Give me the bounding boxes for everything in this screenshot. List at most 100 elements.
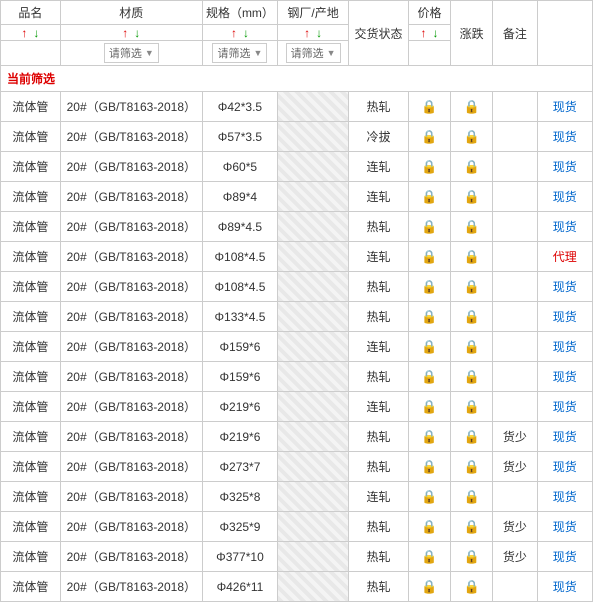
cell-change[interactable]: 🔒 bbox=[451, 212, 493, 242]
cell-status[interactable]: 现货 bbox=[537, 272, 592, 302]
cell-name: 流体管 bbox=[1, 512, 61, 542]
cell-price[interactable]: 🔒 bbox=[408, 512, 450, 542]
sort-down-icon[interactable]: ↓ bbox=[243, 26, 249, 40]
cell-change[interactable]: 🔒 bbox=[451, 572, 493, 602]
cell-price[interactable]: 🔒 bbox=[408, 542, 450, 572]
cell-price[interactable]: 🔒 bbox=[408, 392, 450, 422]
cell-status[interactable]: 现货 bbox=[537, 92, 592, 122]
table-row: 流体管20#（GB/T8163-2018）Φ60*5连轧🔒🔒现货 bbox=[1, 152, 593, 182]
cell-name: 流体管 bbox=[1, 212, 61, 242]
cell-status[interactable]: 现货 bbox=[537, 392, 592, 422]
cell-status[interactable]: 现货 bbox=[537, 332, 592, 362]
cell-status[interactable]: 现货 bbox=[537, 512, 592, 542]
cell-price[interactable]: 🔒 bbox=[408, 362, 450, 392]
cell-price[interactable]: 🔒 bbox=[408, 182, 450, 212]
col-header-name: 品名 bbox=[1, 1, 61, 25]
lock-icon: 🔒 bbox=[464, 129, 480, 144]
cell-change[interactable]: 🔒 bbox=[451, 512, 493, 542]
cell-spec: Φ57*3.5 bbox=[202, 122, 277, 152]
cell-name: 流体管 bbox=[1, 122, 61, 152]
cell-spec: Φ108*4.5 bbox=[202, 272, 277, 302]
filter-factory[interactable]: 请筛选▼ bbox=[286, 43, 341, 63]
cell-factory bbox=[278, 392, 349, 422]
cell-change[interactable]: 🔒 bbox=[451, 242, 493, 272]
sort-up-icon[interactable]: ↑ bbox=[122, 26, 128, 40]
lock-icon: 🔒 bbox=[421, 99, 437, 114]
cell-change[interactable]: 🔒 bbox=[451, 182, 493, 212]
cell-price[interactable]: 🔒 bbox=[408, 482, 450, 512]
lock-icon: 🔒 bbox=[421, 249, 437, 264]
sort-down-icon[interactable]: ↓ bbox=[134, 26, 140, 40]
col-header-delivery: 交货状态 bbox=[349, 1, 409, 66]
cell-status[interactable]: 现货 bbox=[537, 452, 592, 482]
table-row: 流体管20#（GB/T8163-2018）Φ89*4.5热轧🔒🔒现货 bbox=[1, 212, 593, 242]
cell-change[interactable]: 🔒 bbox=[451, 332, 493, 362]
cell-status[interactable]: 现货 bbox=[537, 482, 592, 512]
cell-price[interactable]: 🔒 bbox=[408, 302, 450, 332]
sort-down-icon[interactable]: ↓ bbox=[432, 26, 438, 40]
cell-price[interactable]: 🔒 bbox=[408, 212, 450, 242]
lock-icon: 🔒 bbox=[464, 519, 480, 534]
cell-name: 流体管 bbox=[1, 302, 61, 332]
cell-change[interactable]: 🔒 bbox=[451, 92, 493, 122]
sort-down-icon[interactable]: ↓ bbox=[33, 26, 39, 40]
lock-icon: 🔒 bbox=[464, 549, 480, 564]
cell-status[interactable]: 现货 bbox=[537, 362, 592, 392]
cell-material: 20#（GB/T8163-2018） bbox=[60, 122, 202, 152]
cell-name: 流体管 bbox=[1, 92, 61, 122]
cell-status[interactable]: 现货 bbox=[537, 542, 592, 572]
cell-status[interactable]: 现货 bbox=[537, 152, 592, 182]
lock-icon: 🔒 bbox=[464, 279, 480, 294]
cell-status[interactable]: 现货 bbox=[537, 122, 592, 152]
cell-material: 20#（GB/T8163-2018） bbox=[60, 392, 202, 422]
chevron-down-icon: ▼ bbox=[145, 48, 154, 58]
filter-material[interactable]: 请筛选▼ bbox=[104, 43, 159, 63]
cell-change[interactable]: 🔒 bbox=[451, 362, 493, 392]
cell-factory bbox=[278, 92, 349, 122]
cell-delivery: 热轧 bbox=[349, 272, 409, 302]
cell-status[interactable]: 代理 bbox=[537, 242, 592, 272]
cell-price[interactable]: 🔒 bbox=[408, 122, 450, 152]
filter-spec[interactable]: 请筛选▼ bbox=[212, 43, 267, 63]
cell-change[interactable]: 🔒 bbox=[451, 482, 493, 512]
cell-factory bbox=[278, 452, 349, 482]
sort-up-icon[interactable]: ↑ bbox=[21, 26, 27, 40]
cell-change[interactable]: 🔒 bbox=[451, 302, 493, 332]
cell-price[interactable]: 🔒 bbox=[408, 572, 450, 602]
cell-price[interactable]: 🔒 bbox=[408, 452, 450, 482]
cell-status[interactable]: 现货 bbox=[537, 422, 592, 452]
cell-name: 流体管 bbox=[1, 452, 61, 482]
cell-price[interactable]: 🔒 bbox=[408, 422, 450, 452]
cell-material: 20#（GB/T8163-2018） bbox=[60, 452, 202, 482]
sort-up-icon[interactable]: ↑ bbox=[304, 26, 310, 40]
cell-status[interactable]: 现货 bbox=[537, 182, 592, 212]
cell-status[interactable]: 现货 bbox=[537, 572, 592, 602]
cell-change[interactable]: 🔒 bbox=[451, 392, 493, 422]
cell-price[interactable]: 🔒 bbox=[408, 152, 450, 182]
cell-price[interactable]: 🔒 bbox=[408, 272, 450, 302]
sort-down-icon[interactable]: ↓ bbox=[316, 26, 322, 40]
cell-change[interactable]: 🔒 bbox=[451, 152, 493, 182]
cell-change[interactable]: 🔒 bbox=[451, 122, 493, 152]
cell-spec: Φ60*5 bbox=[202, 152, 277, 182]
cell-price[interactable]: 🔒 bbox=[408, 92, 450, 122]
lock-icon: 🔒 bbox=[421, 459, 437, 474]
cell-change[interactable]: 🔒 bbox=[451, 542, 493, 572]
cell-factory bbox=[278, 482, 349, 512]
sort-up-icon[interactable]: ↑ bbox=[420, 26, 426, 40]
sort-up-icon[interactable]: ↑ bbox=[231, 26, 237, 40]
cell-price[interactable]: 🔒 bbox=[408, 242, 450, 272]
cell-name: 流体管 bbox=[1, 572, 61, 602]
table-row: 流体管20#（GB/T8163-2018）Φ89*4连轧🔒🔒现货 bbox=[1, 182, 593, 212]
cell-spec: Φ426*11 bbox=[202, 572, 277, 602]
cell-change[interactable]: 🔒 bbox=[451, 452, 493, 482]
cell-name: 流体管 bbox=[1, 152, 61, 182]
cell-change[interactable]: 🔒 bbox=[451, 422, 493, 452]
lock-icon: 🔒 bbox=[421, 189, 437, 204]
cell-name: 流体管 bbox=[1, 362, 61, 392]
cell-material: 20#（GB/T8163-2018） bbox=[60, 152, 202, 182]
cell-status[interactable]: 现货 bbox=[537, 302, 592, 332]
cell-status[interactable]: 现货 bbox=[537, 212, 592, 242]
cell-change[interactable]: 🔒 bbox=[451, 272, 493, 302]
cell-price[interactable]: 🔒 bbox=[408, 332, 450, 362]
